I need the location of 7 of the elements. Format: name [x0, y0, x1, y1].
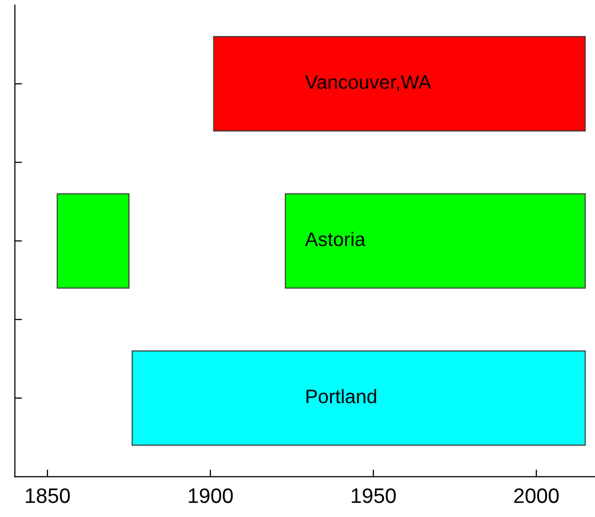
- x-tick-label: 1900: [188, 488, 233, 504]
- y-tick-label: Astoria: [304, 232, 366, 246]
- x-tick-label: 1950: [352, 488, 396, 504]
- y-tick-label: Portland: [306, 389, 376, 404]
- x-tick-label: 2000: [514, 488, 559, 504]
- x-tick-label: 1850: [26, 488, 70, 504]
- y-tick-label: Vancouver,WA: [305, 75, 432, 92]
